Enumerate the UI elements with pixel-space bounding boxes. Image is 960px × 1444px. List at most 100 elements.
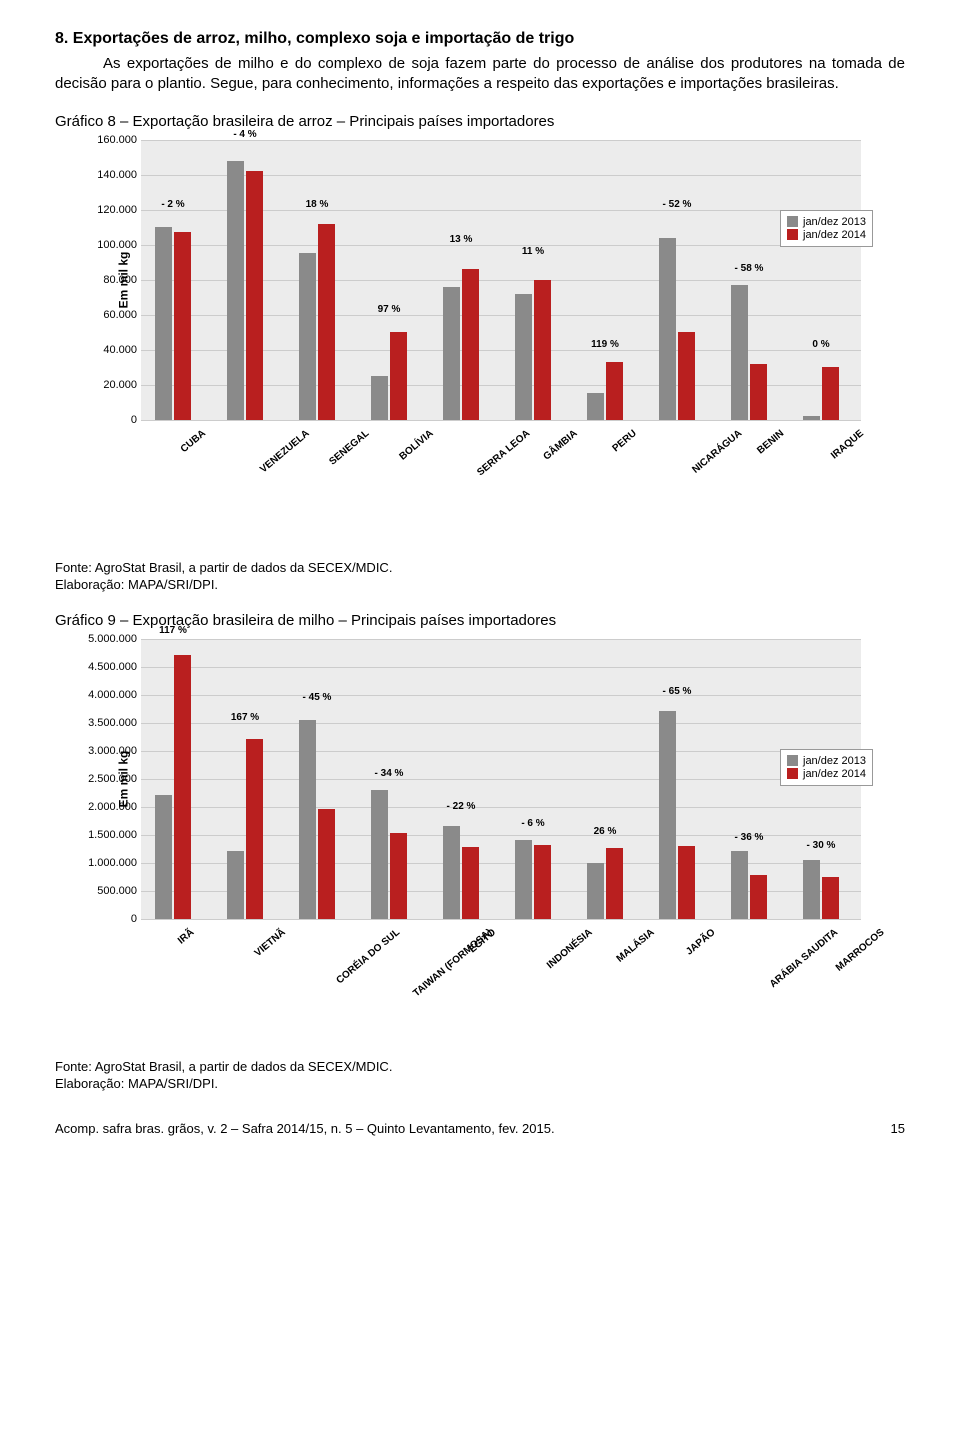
plot-area: Em mil kg020.00040.00060.00080.000100.00… [141,140,861,420]
bar-series1 [731,285,748,420]
pct-label: - 58 % [735,263,764,274]
bar-series2 [462,269,479,420]
bar-series2 [246,739,263,918]
x-category-label: JAPÃO [684,927,717,958]
pct-label: 117 % [159,625,187,636]
legend-label: jan/dez 2014 [803,229,866,241]
pct-label: 11 % [522,246,544,257]
pct-label: - 6 % [521,818,544,829]
bar-series1 [299,253,316,419]
bar-series2 [462,847,479,919]
legend-label: jan/dez 2013 [803,216,866,228]
bar-series2 [606,848,623,919]
x-category-label: NICARÁGUA [690,428,744,476]
bar-series2 [246,171,263,420]
bar-series2 [750,875,767,919]
bar-series1 [443,826,460,918]
x-category-label: MARROCOS [834,927,887,974]
bar-series2 [318,809,335,918]
ytick-label: 3.000.000 [88,745,141,757]
bar-series1 [371,790,388,919]
gridline [141,639,861,640]
pct-label: 0 % [812,339,829,350]
x-category-label: BOLÍVIA [397,428,435,462]
legend-swatch-icon [787,768,798,779]
ytick-label: 40.000 [103,344,141,356]
ytick-label: 4.000.000 [88,689,141,701]
chart9: Em mil kg0500.0001.000.0001.500.0002.000… [85,639,875,989]
x-category-label: GÂMBIA [541,428,579,462]
bar-series2 [174,655,191,918]
pct-label: - 65 % [663,686,692,697]
x-category-label: BENIN [755,428,786,456]
pct-label: 13 % [450,234,473,245]
footer-left: Acomp. safra bras. grãos, v. 2 – Safra 2… [55,1121,555,1136]
bar-series1 [803,860,820,919]
source-line: Elaboração: MAPA/SRI/DPI. [55,577,905,592]
ytick-label: 80.000 [103,274,141,286]
pct-label: - 52 % [663,199,692,210]
bar-series1 [515,840,532,918]
bar-series1 [443,287,460,420]
page-footer: Acomp. safra bras. grãos, v. 2 – Safra 2… [55,1121,905,1136]
pct-label: - 34 % [375,768,404,779]
ytick-label: 500.000 [97,885,141,897]
ytick-label: 120.000 [97,204,141,216]
pct-label: - 30 % [807,840,836,851]
ytick-label: 60.000 [103,309,141,321]
x-category-label: MALÁSIA [615,927,657,965]
pct-label: 97 % [378,304,401,315]
x-category-label: SENEGAL [327,428,371,468]
pct-label: - 36 % [735,832,764,843]
x-category-label: SERRA LEOA [475,428,532,478]
gridline [141,723,861,724]
legend-item: jan/dez 2013 [787,216,866,228]
bar-series1 [515,294,532,420]
bar-series2 [318,224,335,420]
gridline [141,420,861,421]
ytick-label: 4.500.000 [88,661,141,673]
footer-page: 15 [891,1121,905,1136]
pct-label: - 2 % [161,199,184,210]
bar-series2 [606,362,623,420]
x-category-label: IRÃ [176,927,196,947]
source-line: Elaboração: MAPA/SRI/DPI. [55,1076,905,1091]
legend-swatch-icon [787,229,798,240]
gridline [141,140,861,141]
ytick-label: 1.500.000 [88,829,141,841]
legend-item: jan/dez 2013 [787,755,866,767]
pct-label: 119 % [591,339,619,350]
bar-series1 [731,851,748,918]
ytick-label: 100.000 [97,239,141,251]
bar-series2 [678,846,695,919]
bar-series2 [822,367,839,420]
pct-label: - 4 % [233,129,256,140]
pct-label: 26 % [594,826,617,837]
chart9-source: Fonte: AgroStat Brasil, a partir de dado… [55,1059,905,1091]
legend-swatch-icon [787,755,798,766]
bar-series1 [659,238,676,420]
intro-paragraph: As exportações de milho e do complexo de… [55,54,905,95]
source-line: Fonte: AgroStat Brasil, a partir de dado… [55,560,905,575]
ytick-label: 2.500.000 [88,773,141,785]
bar-series1 [587,863,604,919]
bar-series1 [155,795,172,918]
gridline [141,695,861,696]
x-category-label: PERU [611,428,639,454]
legend: jan/dez 2013jan/dez 2014 [780,210,873,247]
bar-series2 [390,833,407,918]
bar-series2 [534,280,551,420]
bar-series1 [659,711,676,918]
bar-series2 [678,332,695,420]
gridline [141,667,861,668]
legend-item: jan/dez 2014 [787,768,866,780]
gridline [141,919,861,920]
bar-series1 [587,393,604,419]
x-category-label: IRAQUE [829,428,866,461]
ytick-label: 1.000.000 [88,857,141,869]
x-category-label: CORÉIA DO SUL [335,927,403,986]
pct-label: - 45 % [303,692,332,703]
x-category-label: CUBA [179,428,208,455]
bar-series1 [155,227,172,420]
chart8-title: Gráfico 8 – Exportação brasileira de arr… [55,113,905,130]
